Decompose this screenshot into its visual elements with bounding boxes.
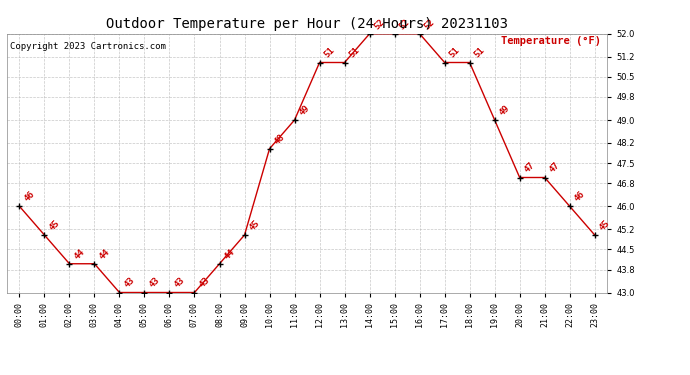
Text: 52: 52 (397, 17, 411, 31)
Text: 43: 43 (147, 276, 161, 290)
Text: 46: 46 (22, 189, 36, 204)
Text: 49: 49 (497, 103, 511, 117)
Text: 51: 51 (447, 46, 462, 60)
Title: Outdoor Temperature per Hour (24 Hours) 20231103: Outdoor Temperature per Hour (24 Hours) … (106, 17, 508, 31)
Text: 47: 47 (522, 161, 536, 175)
Text: 45: 45 (47, 218, 61, 232)
Text: 45: 45 (247, 218, 262, 232)
Text: 51: 51 (473, 46, 486, 60)
Text: 46: 46 (573, 189, 586, 204)
Text: 44: 44 (97, 247, 111, 261)
Text: 48: 48 (273, 132, 286, 146)
Text: 43: 43 (172, 276, 186, 290)
Text: 52: 52 (373, 17, 386, 31)
Text: 44: 44 (72, 247, 86, 261)
Text: 44: 44 (222, 247, 236, 261)
Text: 51: 51 (322, 46, 336, 60)
Text: 49: 49 (297, 103, 311, 117)
Text: 52: 52 (422, 17, 436, 31)
Text: 51: 51 (347, 46, 362, 60)
Text: Temperature (°F): Temperature (°F) (501, 36, 601, 46)
Text: 43: 43 (197, 276, 211, 290)
Text: Copyright 2023 Cartronics.com: Copyright 2023 Cartronics.com (10, 42, 166, 51)
Text: 47: 47 (547, 161, 562, 175)
Text: 43: 43 (122, 276, 136, 290)
Text: 45: 45 (598, 218, 611, 232)
